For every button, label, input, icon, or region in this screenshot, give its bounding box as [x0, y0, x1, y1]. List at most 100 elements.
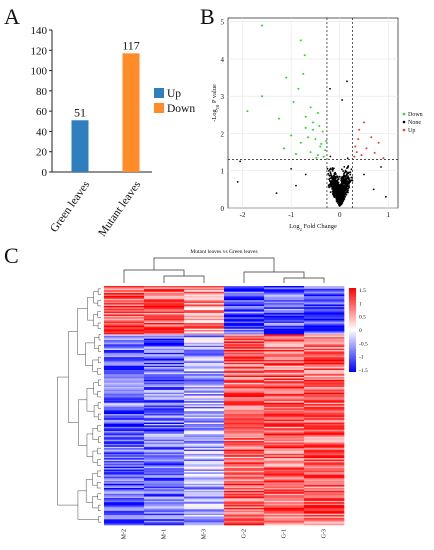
heatmap-cell: [224, 456, 265, 459]
heatmap-cell: [144, 505, 185, 507]
heatmap-cell: [144, 311, 185, 314]
heatmap-cell: [264, 381, 305, 384]
heatmap-cell: [184, 448, 225, 450]
heatmap-cell: [264, 423, 305, 426]
heatmap-cell: [264, 405, 305, 408]
none-point: [339, 187, 342, 189]
heatmap-cell: [184, 315, 225, 318]
heatmap-cell: [184, 351, 225, 354]
heatmap-cell: [184, 485, 225, 487]
heatmap-cell: [184, 449, 225, 452]
heatmap-cell: [224, 507, 265, 510]
heatmap-cell: [144, 496, 185, 499]
heatmap-cell: [224, 486, 265, 489]
heatmap-cell: [224, 331, 265, 334]
heatmap-cell: [184, 378, 225, 381]
heatmap-cell: [184, 456, 225, 459]
heatmap-cell: [104, 286, 145, 288]
heatmap-cell: [224, 384, 265, 386]
heatmap-cell: [224, 293, 265, 295]
heatmap-cell: [264, 347, 305, 349]
heatmap-cell: [144, 290, 185, 292]
heatmap-cell: [104, 469, 145, 472]
heatmap-cell: [104, 510, 145, 513]
heatmap-cell: [264, 493, 305, 496]
heatmap-cell: [224, 332, 265, 335]
heatmap-cell: [184, 411, 225, 413]
column-label: M-2: [121, 529, 127, 539]
heatmap-cell: [184, 453, 225, 456]
heatmap-cell: [104, 446, 145, 449]
heatmap-cell: [144, 361, 185, 364]
panel-letter-a: A: [4, 4, 20, 29]
heatmap-cell: [304, 396, 345, 399]
dendrogram-branch: [163, 275, 205, 283]
none-point: [346, 157, 349, 160]
none-point: [348, 182, 351, 185]
none-point: [344, 169, 347, 172]
heatmap-cell: [224, 458, 265, 460]
heatmap-cell: [104, 300, 145, 302]
heatmap-cell: [184, 374, 225, 376]
heatmap-cell: [184, 505, 225, 507]
heatmap-cell: [264, 418, 305, 421]
y-tick-label: 0: [42, 167, 48, 179]
heatmap-cell: [144, 500, 185, 503]
heatmap-cell: [104, 512, 145, 514]
none-point: [336, 176, 339, 179]
heatmap-cell: [224, 358, 265, 361]
heatmap-cell: [304, 510, 345, 513]
heatmap-cell: [184, 377, 225, 379]
heatmap-cell: [224, 439, 265, 442]
heatmap-cell: [144, 379, 185, 382]
heatmap-cell: [144, 419, 185, 422]
heatmap-cell: [104, 399, 145, 402]
down-point: [261, 24, 263, 27]
none-point: [328, 186, 330, 189]
heatmap-cell: [224, 308, 265, 311]
heatmap-cell: [184, 463, 225, 466]
heatmap-cell: [104, 392, 145, 395]
heatmap-cell: [184, 372, 225, 375]
heatmap-cell: [304, 460, 345, 463]
heatmap-cell: [264, 519, 305, 522]
none-point: [290, 167, 293, 170]
heatmap-cell: [144, 472, 185, 475]
dendrogram-branch: [98, 413, 101, 420]
heatmap-cell: [144, 300, 185, 302]
dendrogram-branch: [98, 345, 101, 352]
heatmap-cell: [144, 489, 185, 492]
heatmap-cell: [104, 365, 145, 368]
heatmap-cell: [264, 456, 305, 459]
none-point: [342, 170, 345, 172]
heatmap-cell: [264, 492, 305, 495]
heatmap-cell: [184, 436, 225, 439]
heatmap-cell: [224, 509, 265, 512]
heatmap-cell: [304, 355, 345, 358]
heatmap-cell: [144, 497, 185, 500]
heatmap-cell: [224, 416, 265, 419]
heatmap-cell: [304, 411, 345, 413]
none-point: [342, 176, 345, 179]
heatmap-cell: [304, 395, 345, 398]
heatmap-cell: [184, 435, 225, 438]
heatmap-cell: [104, 435, 145, 438]
heatmap-cell: [304, 294, 345, 297]
heatmap-cell: [104, 372, 145, 375]
none-point: [239, 160, 242, 163]
heatmap-cell: [224, 406, 265, 409]
heatmap-cell: [264, 408, 305, 411]
heatmap-cell: [304, 451, 345, 453]
heatmap-cell: [144, 394, 185, 396]
heatmap-cell: [104, 404, 145, 406]
heatmap-cell: [304, 374, 345, 376]
heatmap-cell: [184, 502, 225, 504]
heatmap-cell: [304, 428, 345, 430]
heatmap-cell: [224, 515, 265, 517]
heatmap-cell: [144, 493, 185, 496]
heatmap-cell: [304, 486, 345, 489]
heatmap-cell: [304, 425, 345, 428]
heatmap-cell: [104, 328, 145, 331]
heatmap-cell: [264, 313, 305, 315]
heatmap-cell: [224, 419, 265, 422]
